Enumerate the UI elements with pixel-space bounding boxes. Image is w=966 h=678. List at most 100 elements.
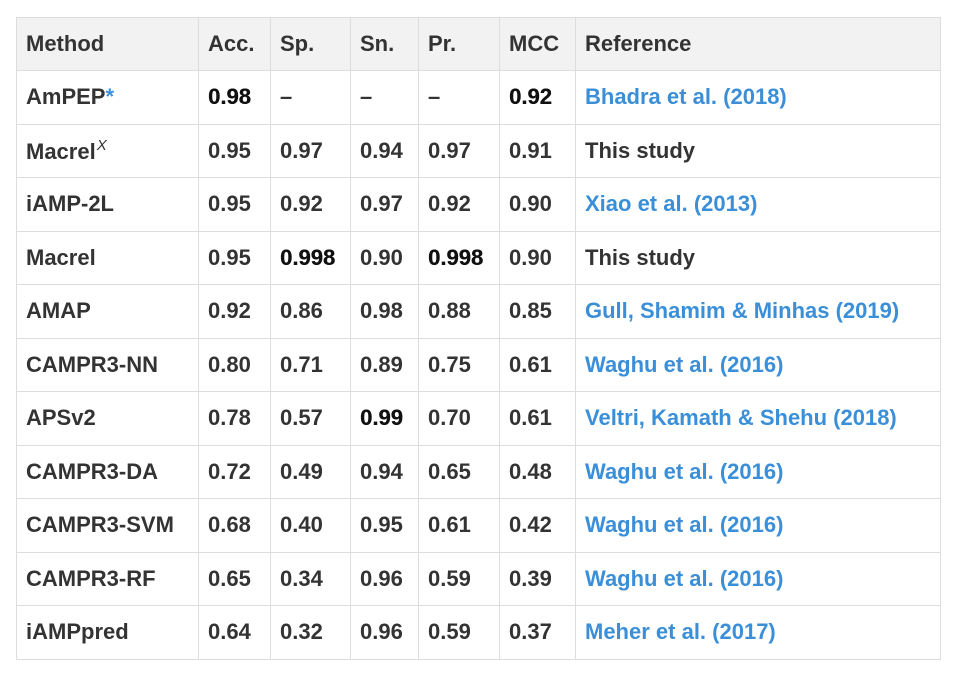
precision-cell: 0.75 — [418, 337, 500, 392]
mcc-cell: 0.61 — [499, 337, 576, 392]
mcc-cell: 0.39 — [499, 551, 576, 606]
mcc-cell: 0.48 — [499, 444, 576, 499]
reference-cell: Waghu et al. (2016) — [575, 498, 941, 553]
header-accuracy: Acc. — [198, 17, 271, 71]
method-cell: CAMPR3-DA — [16, 444, 199, 499]
sensitivity-cell: 0.89 — [350, 337, 419, 392]
table-row: CAMPR3-RF 0.65 0.34 0.96 0.59 0.39 Waghu et al… — [16, 551, 941, 606]
reference-link[interactable]: Veltri, Kamath & Shehu (2018) — [585, 405, 897, 431]
method-cell: CAMPR3-NN — [16, 337, 199, 392]
precision-cell: 0.97 — [418, 123, 500, 178]
precision-cell: 0.998 — [418, 230, 500, 285]
reference-link[interactable]: Meher et al. (2017) — [585, 619, 776, 645]
accuracy-cell: 0.64 — [198, 605, 271, 660]
specificity-cell: – — [270, 70, 351, 125]
specificity-cell: 0.998 — [270, 230, 351, 285]
precision-cell: 0.61 — [418, 498, 500, 553]
method-name: AmPEP — [26, 84, 106, 110]
reference-cell: This study — [575, 123, 941, 178]
accuracy-cell: 0.65 — [198, 551, 271, 606]
method-cell: APSv2 — [16, 391, 199, 446]
precision-cell: – — [418, 70, 500, 125]
specificity-cell: 0.86 — [270, 284, 351, 339]
specificity-cell: 0.40 — [270, 498, 351, 553]
comparison-table: Method Acc. Sp. Sn. Pr. MCC Reference Am… — [16, 17, 941, 660]
footnote-marker-link[interactable]: * — [105, 84, 115, 110]
sensitivity-cell: 0.94 — [350, 444, 419, 499]
specificity-cell: 0.57 — [270, 391, 351, 446]
reference-link[interactable]: Bhadra et al. (2018) — [585, 84, 787, 110]
specificity-cell: 0.32 — [270, 605, 351, 660]
method-cell: iAMP-2L — [16, 177, 199, 232]
method-name: CAMPR3-NN — [26, 351, 158, 377]
header-reference: Reference — [575, 17, 941, 71]
method-name: AMAP — [26, 298, 91, 324]
method-cell: iAMPpred — [16, 605, 199, 660]
accuracy-cell: 0.95 — [198, 123, 271, 178]
table-container: Method Acc. Sp. Sn. Pr. MCC Reference Am… — [16, 17, 941, 660]
table-row: iAMPpred 0.64 0.32 0.96 0.59 0.37 Meher et al.… — [16, 605, 941, 660]
header-precision: Pr. — [418, 17, 500, 71]
reference-cell: This study — [575, 230, 941, 285]
method-cell: AmPEP* — [16, 70, 199, 125]
reference-cell: Waghu et al. (2016) — [575, 444, 941, 499]
method-cell: Macrel — [16, 230, 199, 285]
reference-link[interactable]: Waghu et al. (2016) — [585, 351, 784, 377]
method-name: iAMPpred — [26, 619, 129, 645]
specificity-cell: 0.34 — [270, 551, 351, 606]
reference-link[interactable]: Gull, Shamim & Minhas (2019) — [585, 298, 900, 324]
method-name: APSv2 — [26, 405, 96, 431]
mcc-cell: 0.37 — [499, 605, 576, 660]
reference-link[interactable]: Xiao et al. (2013) — [585, 191, 758, 217]
reference-link[interactable]: Waghu et al. (2016) — [585, 565, 784, 591]
precision-cell: 0.70 — [418, 391, 500, 446]
sensitivity-cell: 0.90 — [350, 230, 419, 285]
reference-text: This study — [585, 137, 696, 163]
table-row: Macrel 0.95 0.998 0.90 0.998 0.90 This study — [16, 230, 941, 285]
reference-cell: Veltri, Kamath & Shehu (2018) — [575, 391, 941, 446]
sensitivity-cell: 0.95 — [350, 498, 419, 553]
table-row: MacrelX 0.95 0.97 0.94 0.97 0.91 This study — [16, 123, 941, 178]
method-name: iAMP-2L — [26, 191, 114, 217]
sensitivity-cell: 0.98 — [350, 284, 419, 339]
header-method: Method — [16, 17, 199, 71]
mcc-cell: 0.61 — [499, 391, 576, 446]
accuracy-cell: 0.92 — [198, 284, 271, 339]
table-row: CAMPR3-NN 0.80 0.71 0.89 0.75 0.61 Waghu et al… — [16, 337, 941, 392]
mcc-cell: 0.90 — [499, 230, 576, 285]
accuracy-cell: 0.98 — [198, 70, 271, 125]
method-name: CAMPR3-DA — [26, 458, 158, 484]
sensitivity-cell: 0.99 — [350, 391, 419, 446]
header-specificity: Sp. — [270, 17, 351, 71]
header-sensitivity: Sn. — [350, 17, 419, 71]
method-cell: CAMPR3-RF — [16, 551, 199, 606]
reference-cell: Gull, Shamim & Minhas (2019) — [575, 284, 941, 339]
sensitivity-cell: 0.96 — [350, 605, 419, 660]
reference-cell: Xiao et al. (2013) — [575, 177, 941, 232]
method-cell: AMAP — [16, 284, 199, 339]
mcc-cell: 0.42 — [499, 498, 576, 553]
header-row: Method Acc. Sp. Sn. Pr. MCC Reference — [16, 17, 941, 71]
table-row: iAMP-2L 0.95 0.92 0.97 0.92 0.90 Xiao et al. (… — [16, 177, 941, 232]
specificity-cell: 0.71 — [270, 337, 351, 392]
table-row: CAMPR3-DA 0.72 0.49 0.94 0.65 0.48 Waghu et al… — [16, 444, 941, 499]
sensitivity-cell: 0.97 — [350, 177, 419, 232]
reference-cell: Bhadra et al. (2018) — [575, 70, 941, 125]
table-body: AmPEP* 0.98– – –0.92 Bhadra et al. (2018) Mac… — [16, 70, 941, 660]
method-cell: CAMPR3-SVM — [16, 498, 199, 553]
precision-cell: 0.88 — [418, 284, 500, 339]
table-header: Method Acc. Sp. Sn. Pr. MCC Reference — [16, 17, 941, 71]
reference-text: This study — [585, 244, 696, 270]
method-name: Macrel — [26, 138, 96, 164]
accuracy-cell: 0.95 — [198, 230, 271, 285]
precision-cell: 0.65 — [418, 444, 500, 499]
reference-link[interactable]: Waghu et al. (2016) — [585, 512, 784, 538]
accuracy-cell: 0.72 — [198, 444, 271, 499]
method-name: CAMPR3-RF — [26, 565, 156, 591]
sensitivity-cell: – — [350, 70, 419, 125]
mcc-cell: 0.91 — [499, 123, 576, 178]
sensitivity-cell: 0.94 — [350, 123, 419, 178]
reference-link[interactable]: Waghu et al. (2016) — [585, 458, 784, 484]
reference-cell: Meher et al. (2017) — [575, 605, 941, 660]
header-mcc: MCC — [499, 17, 576, 71]
